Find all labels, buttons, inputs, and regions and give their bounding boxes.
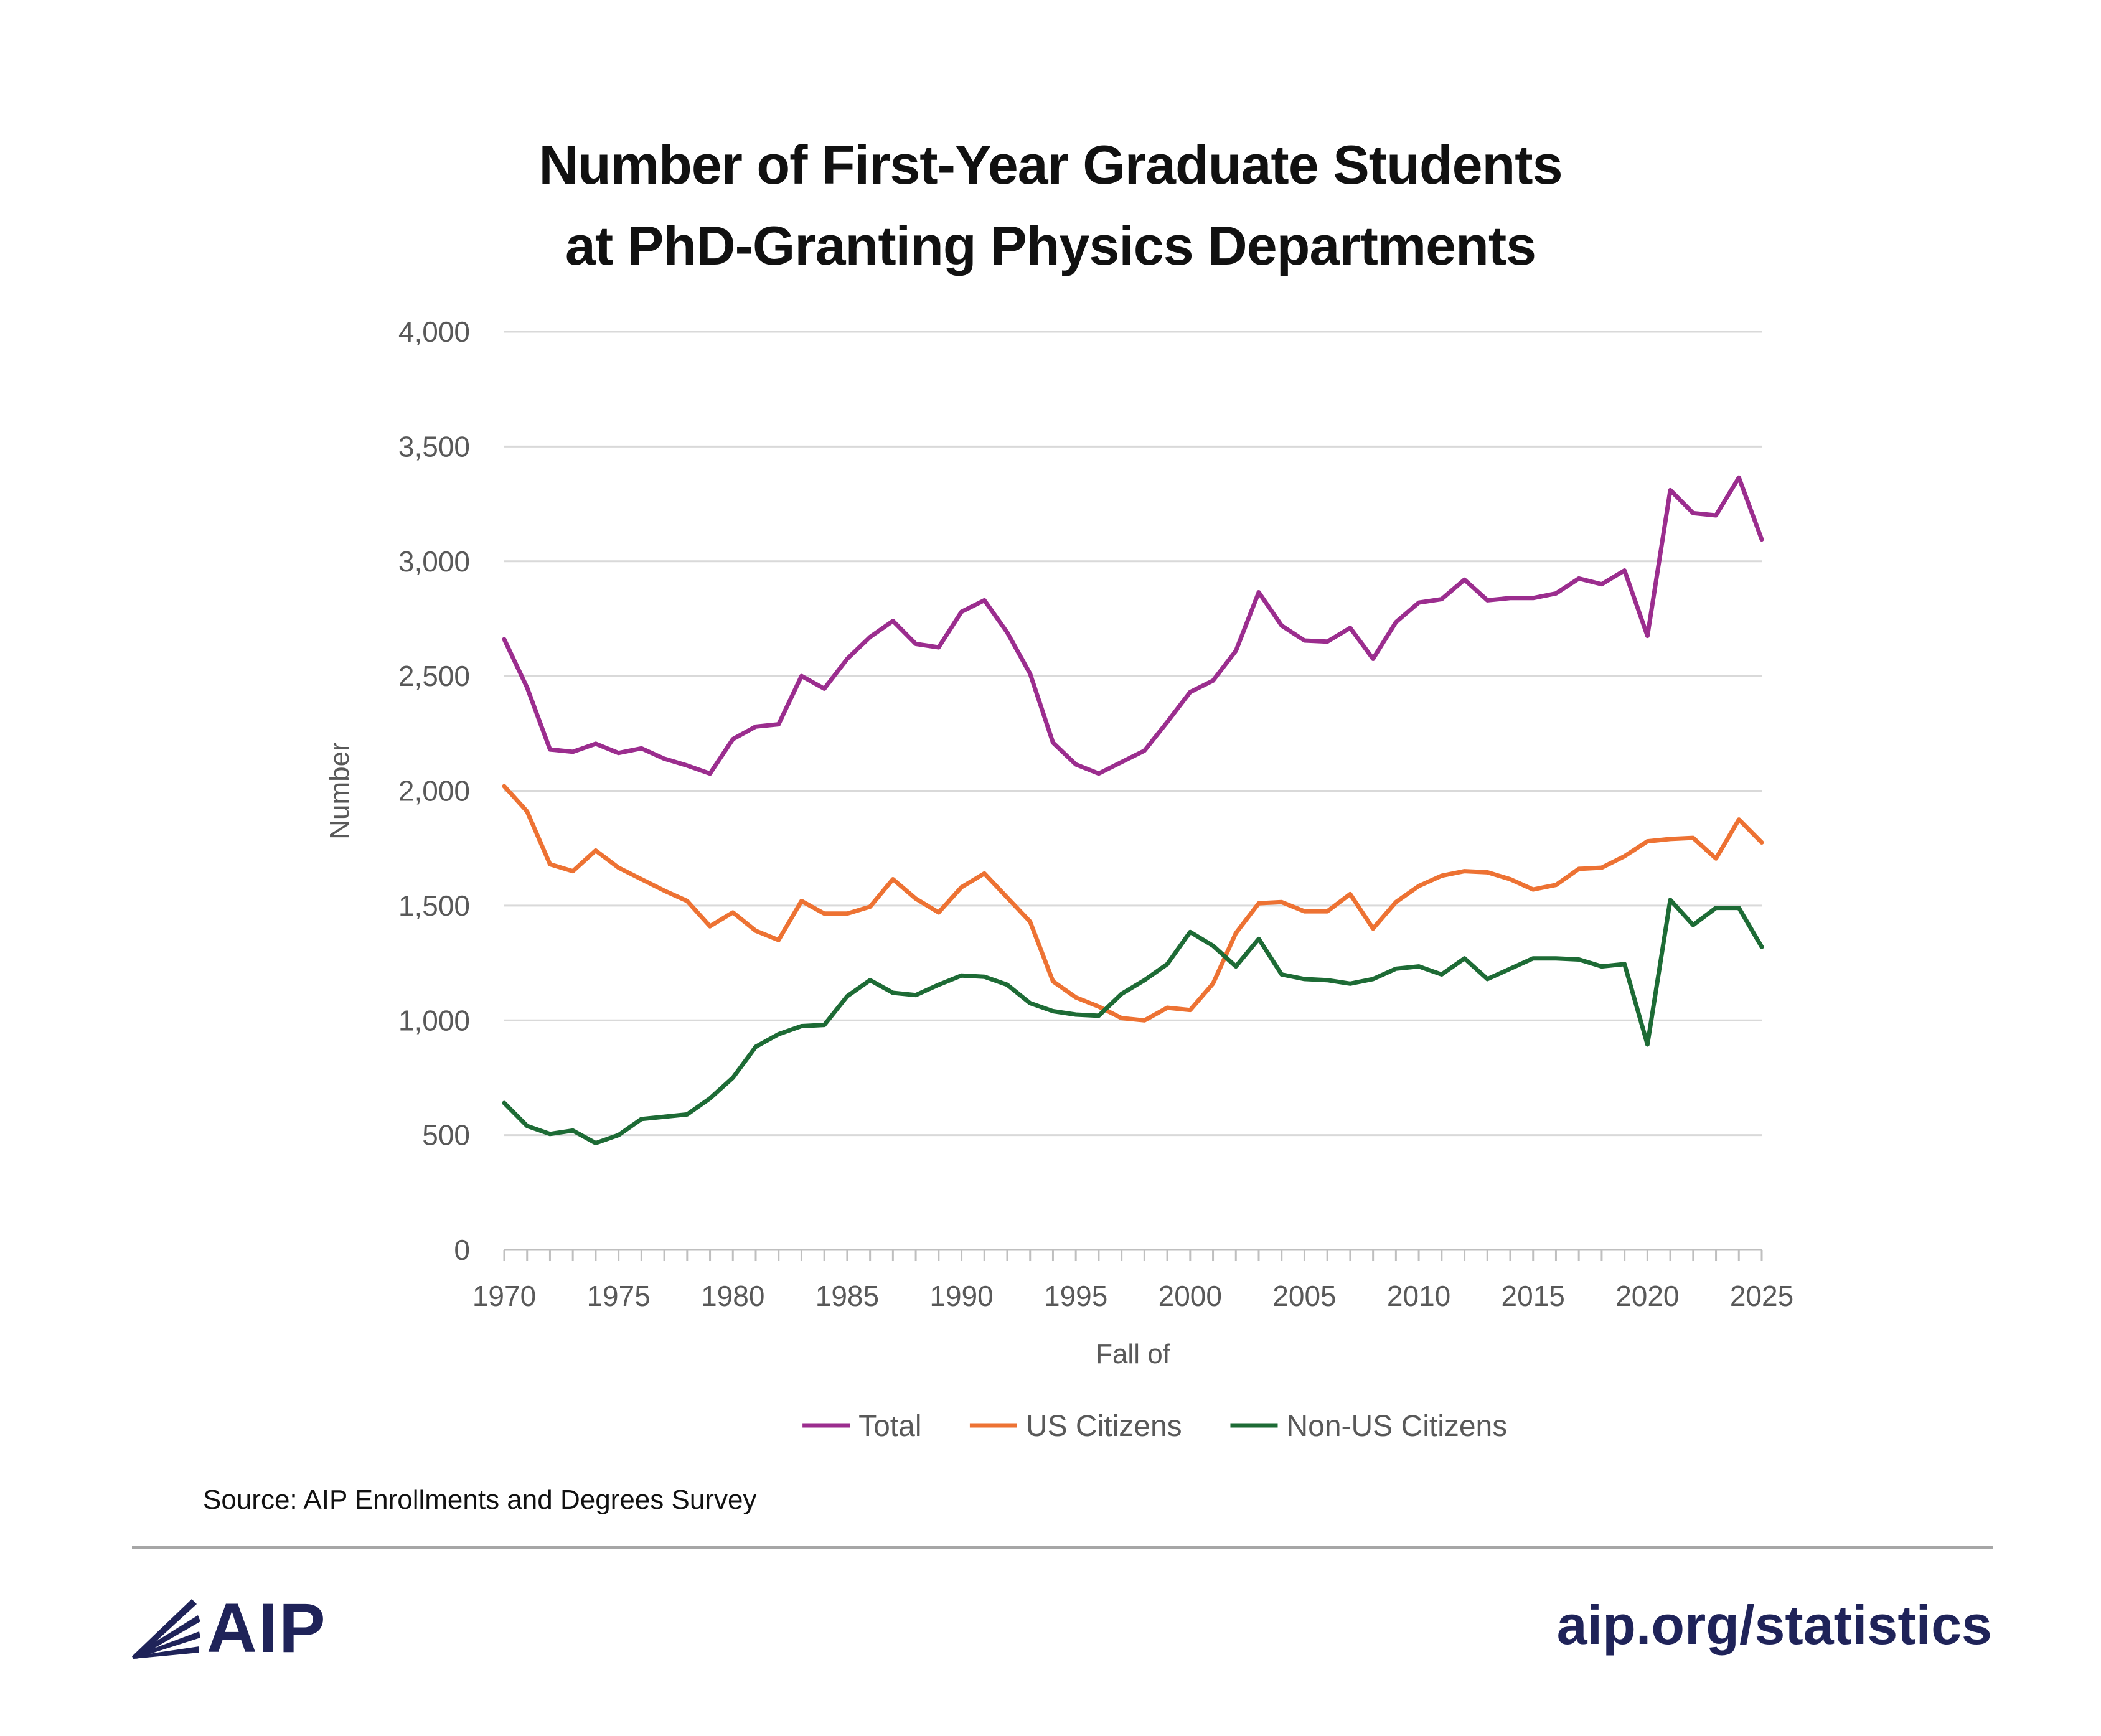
y-tick-label: 3,500 (398, 430, 470, 462)
x-tick-label: 1970 (472, 1280, 536, 1312)
x-tick-label: 1980 (701, 1280, 764, 1312)
x-axis-label: Fall of (1096, 1339, 1171, 1369)
y-tick-label: 1,000 (398, 1004, 470, 1036)
legend-label: Non-US Citizens (1286, 1410, 1507, 1443)
statistics-url: aip.org/statistics (1556, 1594, 1992, 1656)
legend-item-non-us-citizens: Non-US Citizens (1230, 1410, 1507, 1443)
y-tick-label: 0 (454, 1234, 470, 1266)
x-tick-label: 2015 (1502, 1280, 1565, 1312)
chart-title: Number of First-Year Graduate Students a… (0, 124, 2101, 286)
chart-title-line-2: at PhD-Granting Physics Departments (565, 215, 1536, 276)
x-tick-label: 2025 (1730, 1280, 1793, 1312)
axes: 0 500 1,000 1,500 2,000 2,500 3,000 3,500 4,000 1… (398, 316, 1793, 1312)
x-tick-label: 2010 (1387, 1280, 1450, 1312)
series-lines (502, 475, 1764, 1145)
y-tick-label: 1,500 (398, 889, 470, 922)
series-line-us-citizens (502, 784, 1764, 1023)
x-tick-label: 2020 (1615, 1280, 1679, 1312)
x-tick-label: 1990 (929, 1280, 993, 1312)
y-tick-label: 4,000 (398, 316, 470, 348)
y-axis-label: Number (324, 742, 355, 840)
aip-logo: AIP (132, 1588, 327, 1667)
x-tick-label: 1975 (586, 1280, 650, 1312)
y-tick-label: 2,500 (398, 660, 470, 692)
legend: Total US Citizens Non-US Citizens (802, 1410, 1507, 1443)
x-tick-label: 2000 (1159, 1280, 1222, 1312)
legend-label: US Citizens (1026, 1410, 1182, 1443)
series-line-total (502, 475, 1764, 776)
aip-logo-text: AIP (207, 1588, 327, 1667)
legend-item-total: Total (802, 1410, 922, 1443)
source-note: Source: AIP Enrollments and Degrees Surv… (203, 1485, 757, 1515)
legend-label: Total (858, 1410, 921, 1443)
legend-item-us-citizens: US Citizens (969, 1410, 1182, 1443)
x-tick-label: 1985 (815, 1280, 879, 1312)
y-tick-label: 2,000 (398, 775, 470, 807)
gridlines (504, 331, 1762, 1137)
chart-title-line-1: Number of First-Year Graduate Students (538, 134, 1563, 195)
footer-divider (132, 1546, 1993, 1549)
y-tick-label: 500 (422, 1119, 470, 1152)
aip-logo-mark-icon (132, 1599, 200, 1659)
series-line-non-us-citizens (502, 898, 1764, 1145)
x-tick-label: 1995 (1044, 1280, 1107, 1312)
y-tick-label: 3,000 (398, 545, 470, 578)
x-tick-label: 2005 (1272, 1280, 1336, 1312)
